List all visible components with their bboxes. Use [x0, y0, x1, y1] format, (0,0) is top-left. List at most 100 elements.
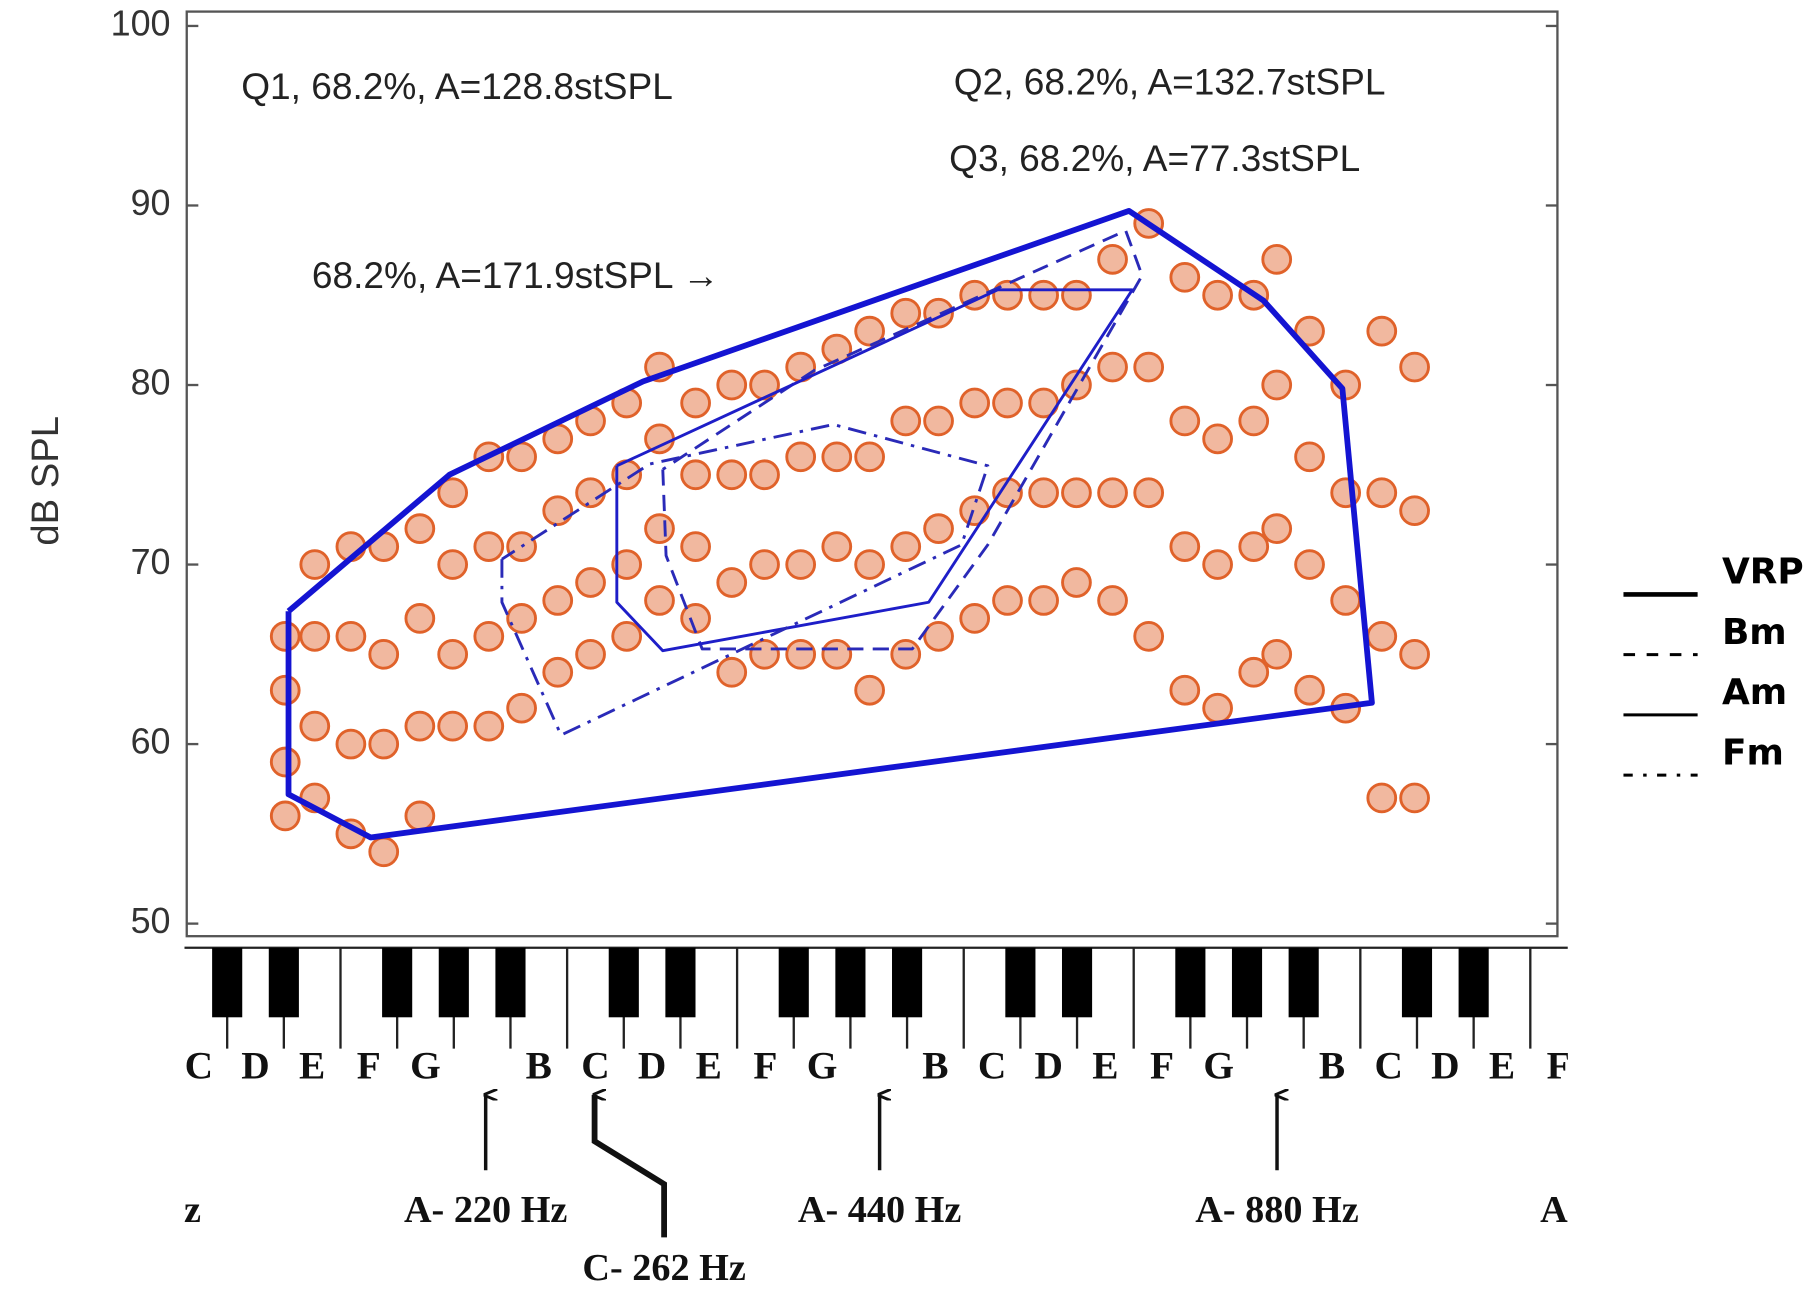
scatter-point — [271, 676, 299, 704]
note-label: G — [410, 1043, 441, 1087]
note-label: F — [357, 1043, 381, 1087]
scatter-point — [1401, 353, 1429, 381]
scatter-point — [301, 551, 329, 579]
black-key — [212, 948, 242, 1018]
scatter-point — [1099, 245, 1127, 273]
scatter-point — [646, 515, 674, 543]
note-label: E — [1092, 1043, 1118, 1087]
pitch-label: A- 880 Hz — [1195, 1189, 1358, 1231]
scatter-point — [337, 730, 365, 758]
note-label: F — [1150, 1043, 1174, 1087]
scatter-point — [682, 389, 710, 417]
scatter-point — [925, 622, 953, 650]
scatter-point — [271, 802, 299, 830]
scatter-point — [577, 640, 605, 668]
annotation: Q2, 68.2%, A=132.7stSPL — [954, 60, 1386, 102]
legend-label: Am — [1722, 672, 1787, 713]
scatter-point — [823, 640, 851, 668]
scatter-point — [406, 515, 434, 543]
scatter-point — [751, 640, 779, 668]
scatter-point — [1240, 533, 1268, 561]
scatter-point — [1063, 479, 1091, 507]
scatter-point — [1401, 784, 1429, 812]
scatter-point — [1204, 281, 1232, 309]
scatter-point — [646, 425, 674, 453]
scatter-point — [475, 712, 503, 740]
scatter-point — [406, 802, 434, 830]
pitch-label: z — [184, 1189, 201, 1231]
scatter-point — [1030, 281, 1058, 309]
page: {"chart_data": { "type": "scatter", "y_l… — [0, 0, 1816, 1300]
scatter-point — [508, 605, 536, 633]
scatter-point — [892, 407, 920, 435]
scatter-point — [1030, 587, 1058, 615]
scatter-point — [271, 622, 299, 650]
scatter-point — [682, 461, 710, 489]
note-label: D — [241, 1043, 269, 1087]
scatter-point — [1171, 263, 1199, 291]
arrow — [595, 1095, 665, 1238]
scatter-point — [961, 389, 989, 417]
scatter-point — [718, 658, 746, 686]
scatter-point — [892, 640, 920, 668]
y-tick-label: 100 — [111, 2, 171, 43]
scatter-point — [544, 658, 572, 686]
scatter-point — [475, 533, 503, 561]
scatter-point — [1296, 443, 1324, 471]
scatter-point — [406, 712, 434, 740]
scatter-point — [544, 587, 572, 615]
note-label: C — [185, 1043, 213, 1087]
scatter-point — [1368, 479, 1396, 507]
scatter-point — [856, 443, 884, 471]
scatter-point — [370, 730, 398, 758]
scatter-point — [1171, 407, 1199, 435]
scatter-point — [1063, 569, 1091, 597]
scatter-point — [1401, 497, 1429, 525]
note-label: C — [1374, 1043, 1402, 1087]
black-key — [892, 948, 922, 1018]
scatter-point — [337, 622, 365, 650]
scatter-point — [301, 622, 329, 650]
annotation: Q3, 68.2%, A=77.3stSPL — [949, 137, 1360, 179]
note-label: B — [1319, 1043, 1345, 1087]
scatter-point — [994, 389, 1022, 417]
scatter-point — [1401, 640, 1429, 668]
scatter-point — [892, 533, 920, 561]
scatter-point — [1099, 353, 1127, 381]
scatter-point — [1030, 479, 1058, 507]
scatter-point — [439, 551, 467, 579]
scatter-point — [1296, 551, 1324, 579]
black-key — [835, 948, 865, 1018]
pitch-label: A- 440 Hz — [798, 1189, 961, 1231]
black-key — [1289, 948, 1319, 1018]
note-label: E — [299, 1043, 325, 1087]
scatter-point — [856, 676, 884, 704]
scatter-point — [751, 551, 779, 579]
note-label: C — [581, 1043, 609, 1087]
scatter-point — [682, 533, 710, 561]
scatter-point — [1204, 551, 1232, 579]
scatter-point — [370, 838, 398, 866]
y-tick-label: 60 — [131, 721, 171, 762]
note-label: E — [1489, 1043, 1515, 1087]
black-key — [1402, 948, 1432, 1018]
scatter-point — [1204, 425, 1232, 453]
scatter-point — [856, 551, 884, 579]
scatter-point — [1240, 407, 1268, 435]
scatter-point — [613, 622, 641, 650]
note-label: D — [1431, 1043, 1459, 1087]
scatter-point — [1099, 587, 1127, 615]
black-key — [382, 948, 412, 1018]
pitch-label: C- 262 Hz — [582, 1247, 745, 1289]
scatter-point — [646, 587, 674, 615]
scatter-point — [1368, 317, 1396, 345]
black-key — [1572, 948, 1602, 1018]
scatter-point — [787, 640, 815, 668]
scatter-point — [370, 640, 398, 668]
scatter-point — [1263, 640, 1291, 668]
scatter-point — [823, 533, 851, 561]
note-label: F — [753, 1043, 777, 1087]
